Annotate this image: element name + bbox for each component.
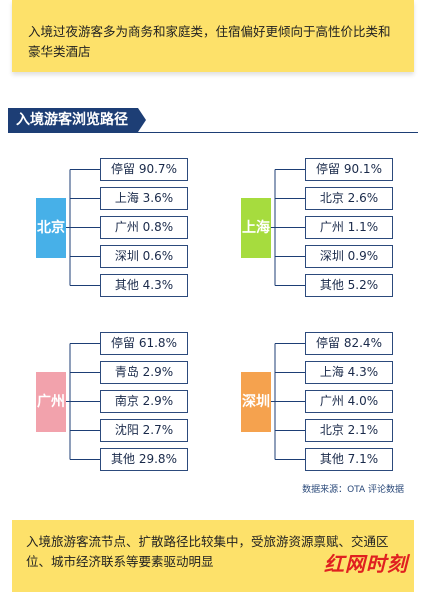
city-label: 深圳 [241, 371, 271, 432]
destination-share-item: 深圳 0.6% [100, 245, 188, 268]
destination-share-item: 广州 4.0% [305, 390, 393, 413]
intro-note-box: 入境过夜游客多为商务和家庭类，住宿偏好更倾向于高性价比类和豪华类酒店 [12, 0, 414, 72]
group-guangzhou: 广州 停留 61.8% 青岛 2.9% 南京 2.9% 沈阳 2.7% 其他 29.8% [36, 332, 216, 492]
data-source-note: 数据来源：OTA 评论数据 [302, 485, 404, 495]
connector-lines [66, 169, 100, 286]
destination-share-item: 南京 2.9% [100, 390, 188, 413]
destination-share-item: 其他 4.3% [100, 274, 188, 297]
city-label: 广州 [36, 371, 66, 432]
destination-share-item: 北京 2.6% [305, 187, 393, 210]
destination-share-item: 广州 0.8% [100, 216, 188, 239]
destination-share-item: 其他 7.1% [305, 448, 393, 471]
conclusion-note-text: 入境旅游客流节点、扩散路径比较集中，受旅游资源禀赋、交通区位、城市经济联系等要素… [26, 534, 389, 569]
destination-share-item: 上海 3.6% [100, 187, 188, 210]
destination-share-item: 沈阳 2.7% [100, 419, 188, 442]
section-title-text: 入境游客浏览路径 [8, 108, 138, 132]
destination-share-item: 青岛 2.9% [100, 361, 188, 384]
destination-share-item: 停留 90.7% [100, 158, 188, 181]
destination-share-item: 深圳 0.9% [305, 245, 393, 268]
destination-share-item: 停留 90.1% [305, 158, 393, 181]
group-shanghai: 上海 停留 90.1% 北京 2.6% 广州 1.1% 深圳 0.9% 其他 5.2% [241, 158, 421, 318]
group-beijing: 北京 停留 90.7% 上海 3.6% 广州 0.8% 深圳 0.6% 其他 4.3% [36, 158, 216, 318]
connector-lines [271, 343, 305, 460]
destination-share-item: 北京 2.1% [305, 419, 393, 442]
destination-share-item: 广州 1.1% [305, 216, 393, 239]
section-divider [8, 132, 418, 133]
conclusion-note-box: 入境旅游客流节点、扩散路径比较集中，受旅游资源禀赋、交通区位、城市经济联系等要素… [12, 520, 414, 592]
connector-lines [66, 343, 100, 460]
group-shenzhen: 深圳 停留 82.4% 上海 4.3% 广州 4.0% 北京 2.1% 其他 7.1% [241, 332, 421, 492]
destination-share-item: 上海 4.3% [305, 361, 393, 384]
intro-note-text: 入境过夜游客多为商务和家庭类，住宿偏好更倾向于高性价比类和豪华类酒店 [28, 24, 391, 59]
destination-share-item: 停留 61.8% [100, 332, 188, 355]
watermark-logo: 红网时刻 [324, 552, 408, 576]
section-title-arrow [138, 108, 146, 132]
connector-lines [271, 169, 305, 286]
section-title: 入境游客浏览路径 [8, 108, 146, 132]
destination-share-item: 停留 82.4% [305, 332, 393, 355]
city-label: 上海 [241, 197, 271, 258]
destination-share-item: 其他 5.2% [305, 274, 393, 297]
city-label: 北京 [36, 197, 66, 258]
destination-share-item: 其他 29.8% [100, 448, 188, 471]
